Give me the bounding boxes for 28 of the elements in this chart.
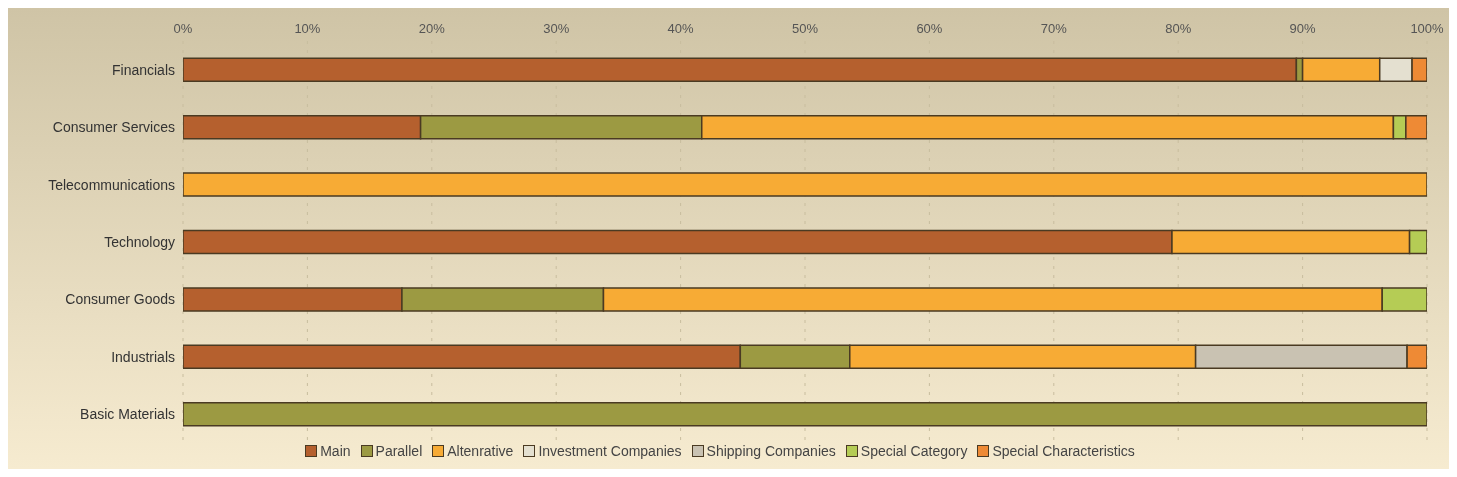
x-tick-label: 30% bbox=[543, 21, 570, 36]
x-tick-label: 100% bbox=[1410, 21, 1445, 36]
legend-label: Parallel bbox=[375, 443, 423, 459]
legend-label: Altenrative bbox=[447, 443, 514, 459]
y-tick-label: Financials bbox=[111, 61, 175, 78]
x-tick-label: 40% bbox=[667, 21, 695, 36]
bar bbox=[183, 172, 1427, 197]
legend-label: Shipping Companies bbox=[706, 443, 836, 459]
y-tick-label: Telecommunications bbox=[48, 176, 175, 193]
y-tick-label: Consumer Services bbox=[52, 119, 175, 136]
x-tick-label: 50% bbox=[791, 21, 819, 36]
x-tick-label: 80% bbox=[1165, 21, 1192, 36]
y-tick-label: Basic Materials bbox=[80, 406, 175, 423]
x-tick-label: 70% bbox=[1040, 21, 1068, 36]
y-tick-label: Consumer Goods bbox=[65, 291, 175, 308]
y-tick-label: Technology bbox=[104, 233, 175, 250]
legend-label: Special Characteristics bbox=[992, 443, 1135, 459]
legend-label: Special Category bbox=[860, 443, 968, 459]
x-tick-label: 60% bbox=[916, 21, 943, 36]
x-tick-label: 10% bbox=[294, 21, 321, 36]
legend-label: Main bbox=[320, 443, 351, 459]
legend-label: Investment Companies bbox=[538, 443, 682, 459]
x-tick-label: 0% bbox=[173, 21, 193, 36]
bar bbox=[183, 402, 1427, 427]
bar bbox=[183, 57, 1298, 82]
y-tick-label: Industrials bbox=[111, 348, 175, 365]
x-tick-label: 20% bbox=[418, 21, 446, 36]
x-tick-label: 90% bbox=[1289, 21, 1317, 36]
